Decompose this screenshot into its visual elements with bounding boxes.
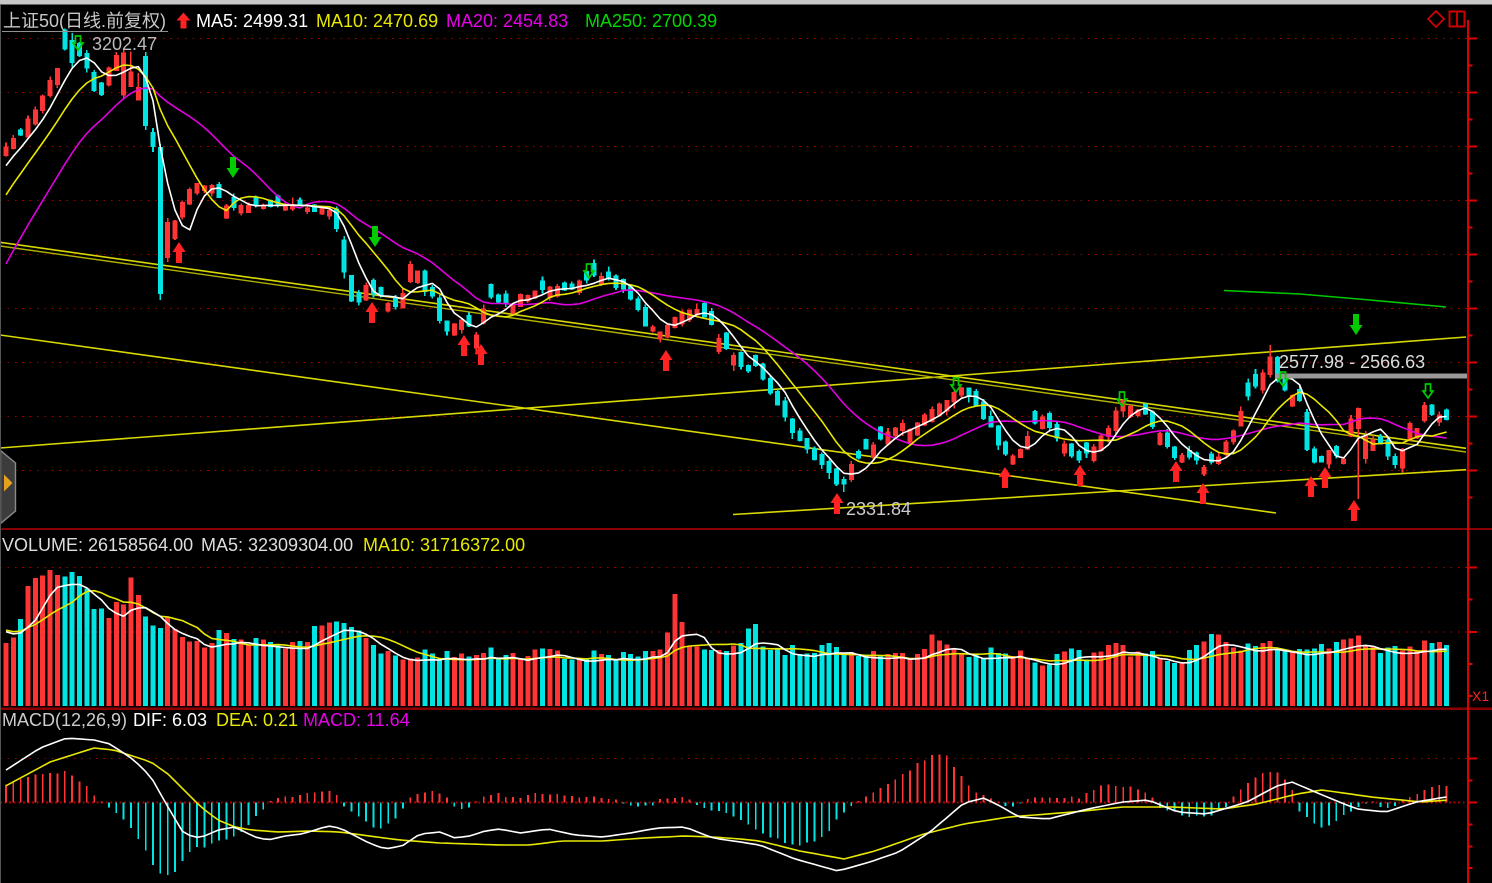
svg-text:VOLUME: 26158564.00: VOLUME: 26158564.00 — [2, 535, 193, 555]
svg-text:MA10: 31716372.00: MA10: 31716372.00 — [363, 535, 525, 555]
svg-text:MA20: 2454.83: MA20: 2454.83 — [446, 11, 568, 31]
svg-text:MA5: 2499.31: MA5: 2499.31 — [196, 11, 308, 31]
svg-text:DEA: 0.21: DEA: 0.21 — [216, 710, 298, 730]
svg-text:MA5: 32309304.00: MA5: 32309304.00 — [201, 535, 353, 555]
svg-text:MACD: 11.64: MACD: 11.64 — [303, 710, 410, 730]
svg-text:MA250: 2700.39: MA250: 2700.39 — [585, 11, 717, 31]
svg-text:2331.84: 2331.84 — [846, 499, 911, 519]
svg-text:3202.47: 3202.47 — [92, 34, 157, 54]
svg-text:2577.98 - 2566.63: 2577.98 - 2566.63 — [1279, 352, 1425, 372]
svg-text:X1: X1 — [1472, 688, 1489, 704]
svg-text:MA10: 2470.69: MA10: 2470.69 — [316, 11, 438, 31]
svg-text:MACD(12,26,9): MACD(12,26,9) — [2, 710, 127, 730]
svg-text:上证50(日线.前复权): 上证50(日线.前复权) — [3, 11, 166, 31]
svg-text:DIF: 6.03: DIF: 6.03 — [133, 710, 207, 730]
